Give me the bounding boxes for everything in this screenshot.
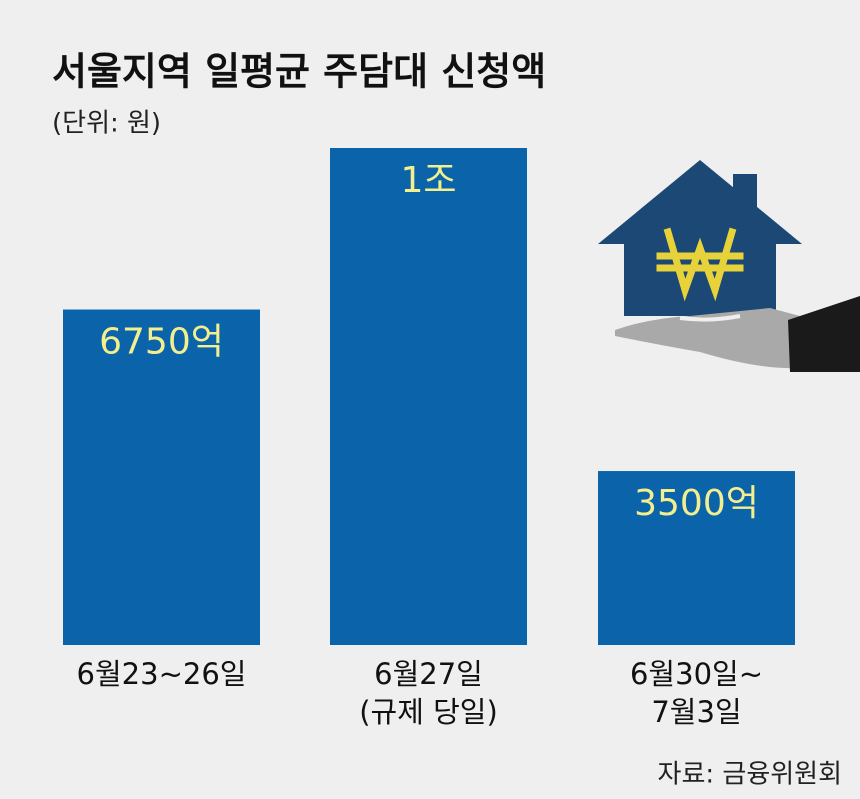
value-label: 1조 [400,160,456,201]
value-label: 3500억 [634,483,759,524]
x-tick-label: 6월30일~ [630,657,763,691]
chart-subtitle: (단위: 원) [52,109,161,139]
value-label: 6750억 [99,322,224,363]
x-tick-label: 7월3일 [651,695,741,729]
house-icon [598,160,860,372]
x-tick-label: 6월23~26일 [77,657,247,691]
chart-title: 서울지역 일평균 주담대 신청액 [52,50,546,94]
bar [330,148,527,645]
x-tick-label: (규제 당일) [359,695,498,729]
bar [63,309,260,645]
bar [598,471,795,645]
source: 자료: 금융위원회 [658,760,842,790]
x-tick-label: 6월27일 [374,657,483,691]
